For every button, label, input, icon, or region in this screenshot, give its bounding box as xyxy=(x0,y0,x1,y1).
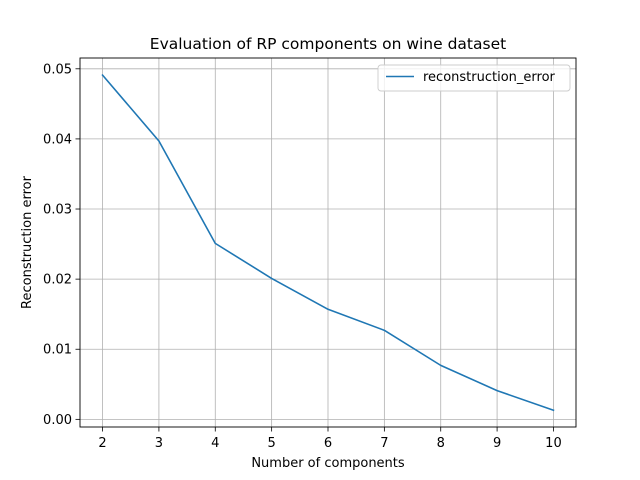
x-tick-label: 3 xyxy=(155,436,163,451)
x-tick-label: 8 xyxy=(437,436,445,451)
x-tick-label: 6 xyxy=(324,436,332,451)
y-axis-label: Reconstruction error xyxy=(20,175,35,309)
y-tick-label: 0.02 xyxy=(43,273,72,288)
data-point xyxy=(158,141,159,142)
data-point xyxy=(102,75,103,76)
data-point xyxy=(215,243,216,244)
y-tick-label: 0.01 xyxy=(43,343,72,358)
x-tick-label: 5 xyxy=(267,436,275,451)
y-tick-label: 0.04 xyxy=(43,132,72,147)
data-point xyxy=(553,410,554,411)
data-point xyxy=(440,365,441,366)
data-point xyxy=(497,390,498,391)
legend: reconstruction_error xyxy=(378,65,570,91)
x-tick-label: 7 xyxy=(380,436,388,451)
data-point xyxy=(328,309,329,310)
x-tick-label: 2 xyxy=(98,436,106,451)
y-tick-label: 0.03 xyxy=(43,203,72,218)
x-tick-label: 9 xyxy=(493,436,501,451)
x-tick-label: 4 xyxy=(211,436,219,451)
x-tick-label: 10 xyxy=(545,436,562,451)
data-point xyxy=(384,330,385,331)
y-tick-label: 0.00 xyxy=(43,413,72,428)
x-axis-label: Number of components xyxy=(251,456,405,471)
chart-title: Evaluation of RP components on wine data… xyxy=(150,35,506,53)
legend-label: reconstruction_error xyxy=(423,70,556,85)
y-tick-label: 0.05 xyxy=(43,62,72,77)
data-point xyxy=(271,278,272,279)
